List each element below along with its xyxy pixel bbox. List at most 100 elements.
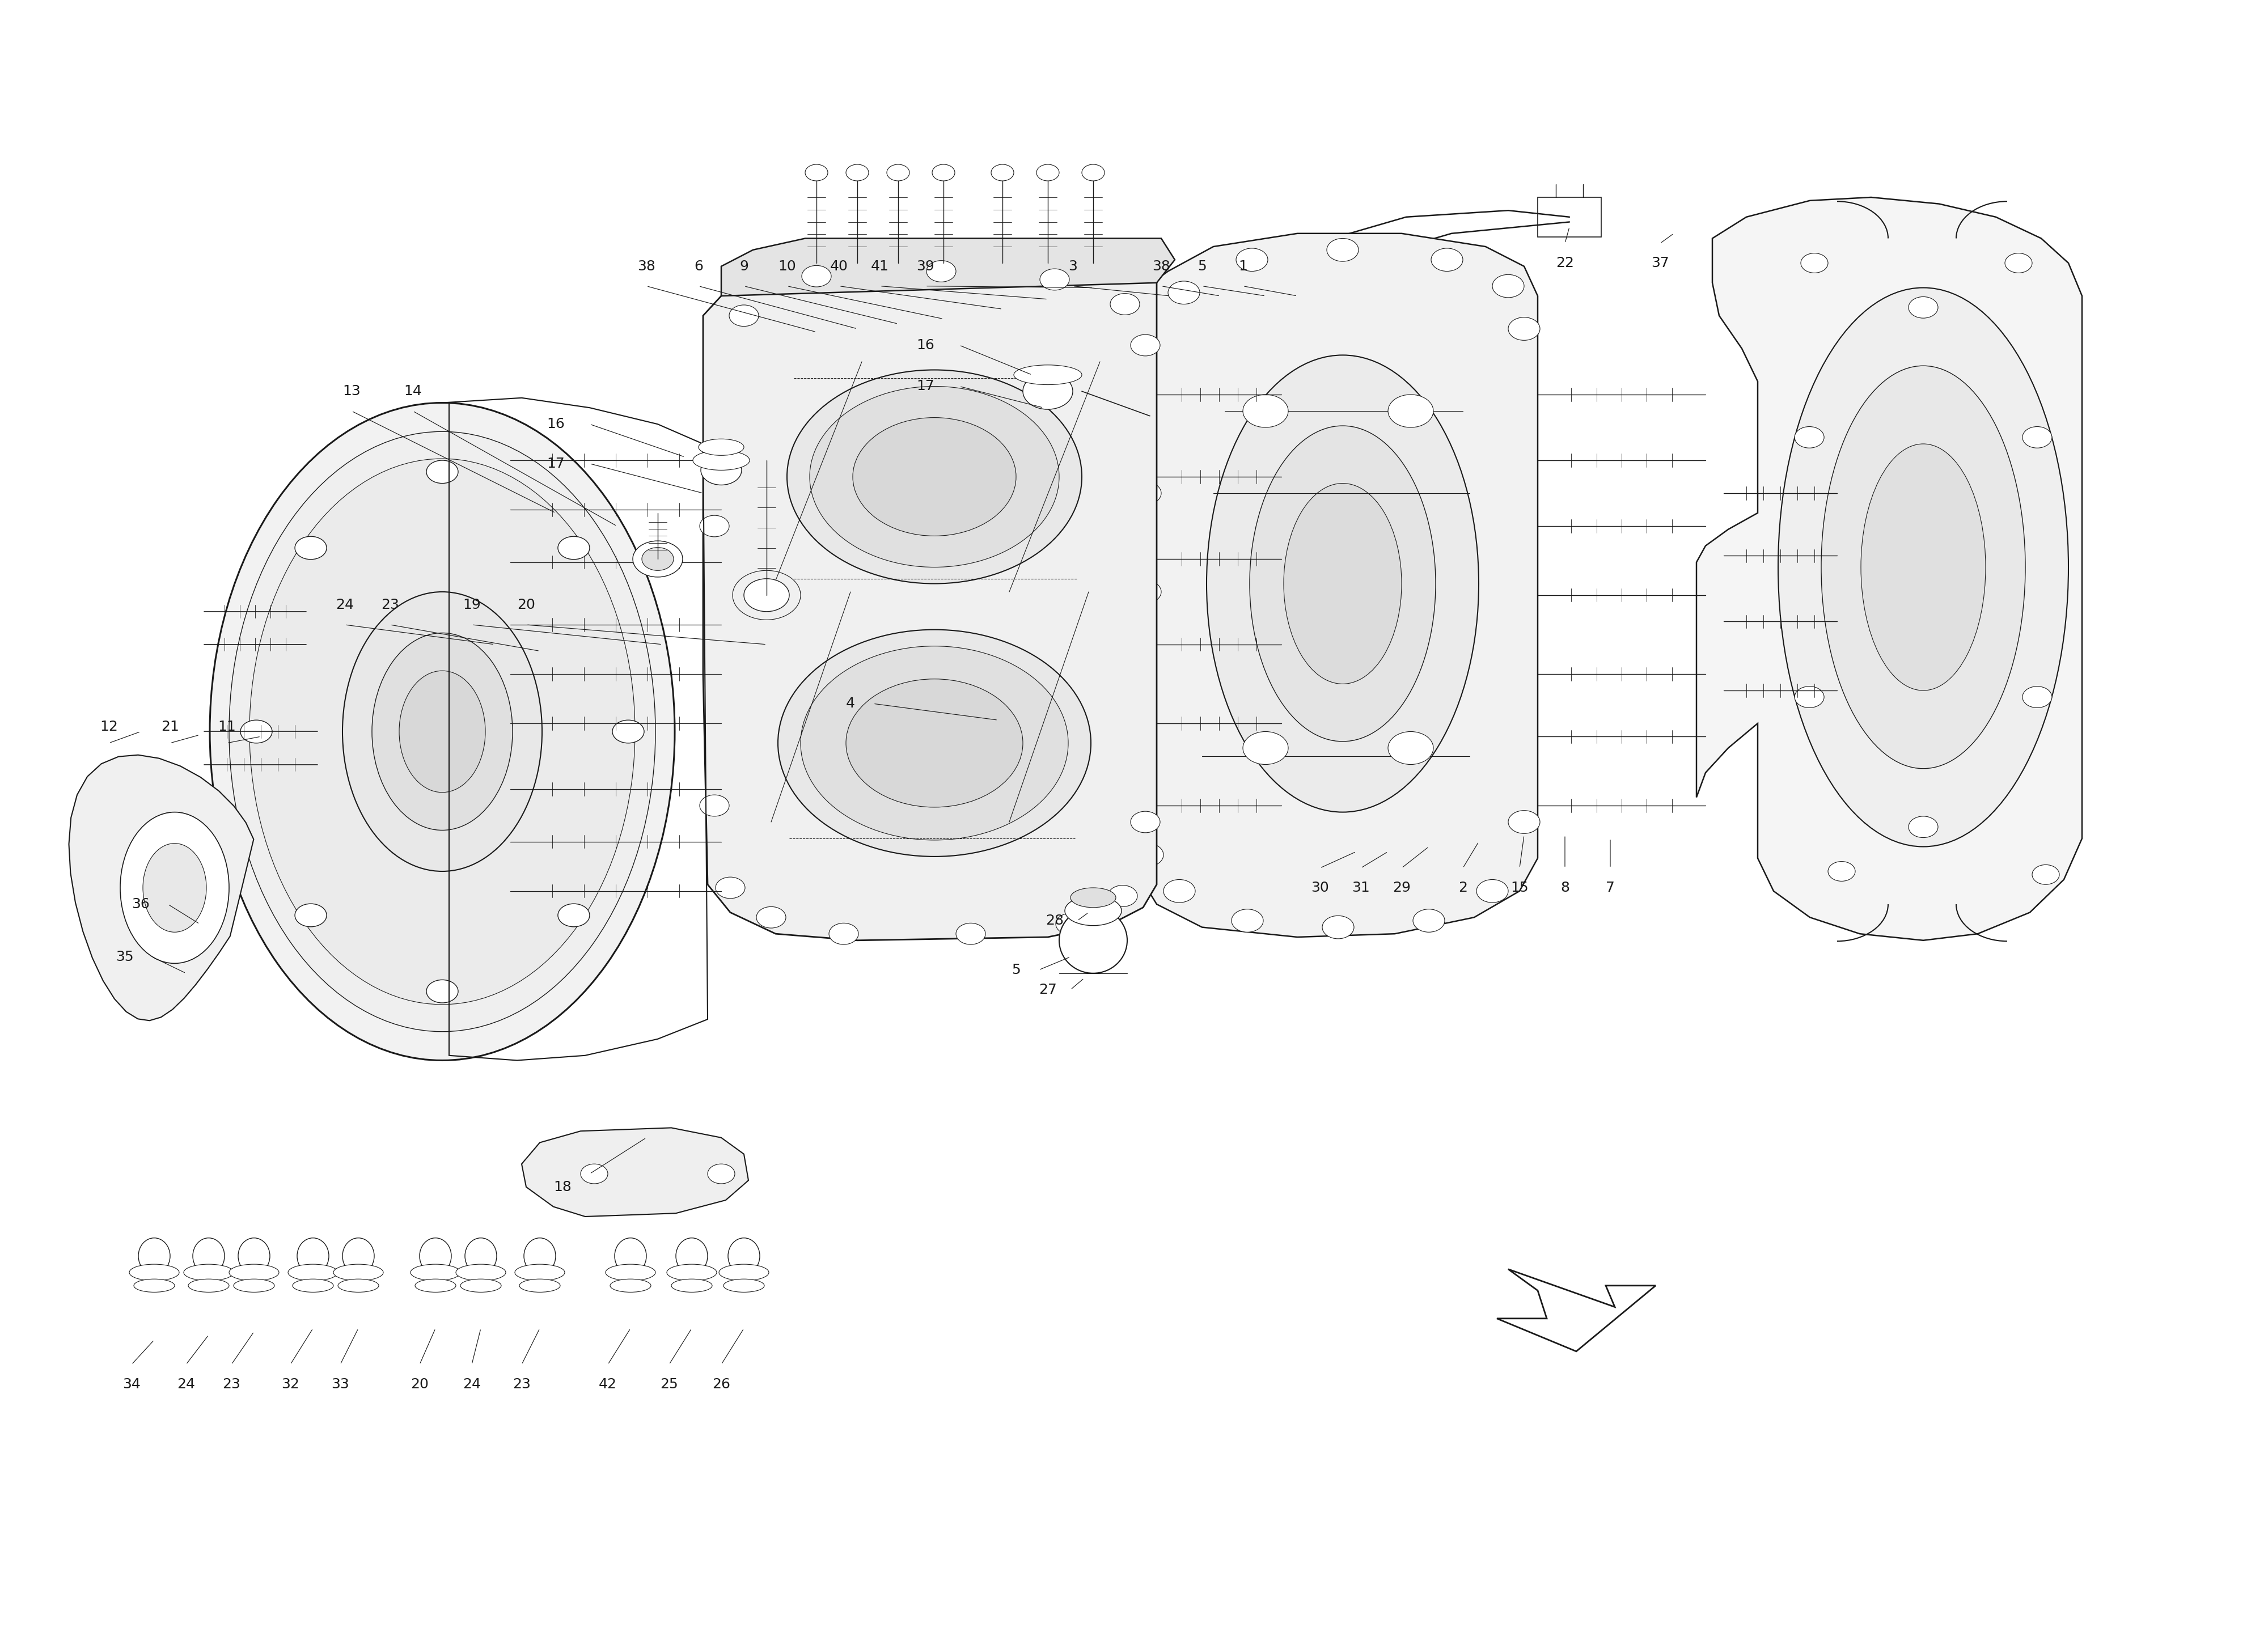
Ellipse shape: [1014, 365, 1082, 385]
Ellipse shape: [456, 1264, 506, 1281]
Ellipse shape: [1129, 482, 1161, 505]
Ellipse shape: [342, 1238, 374, 1274]
Text: 24: 24: [463, 1378, 481, 1391]
Ellipse shape: [787, 370, 1082, 584]
Ellipse shape: [846, 164, 869, 181]
Ellipse shape: [1910, 296, 1937, 317]
Text: 42: 42: [599, 1378, 617, 1391]
Ellipse shape: [465, 1238, 497, 1274]
Ellipse shape: [1168, 281, 1200, 304]
Ellipse shape: [1860, 444, 1987, 690]
Text: 5: 5: [1012, 963, 1021, 977]
Text: 34: 34: [122, 1378, 141, 1391]
Ellipse shape: [1284, 483, 1402, 684]
Ellipse shape: [1163, 880, 1195, 903]
Text: 10: 10: [778, 260, 796, 273]
Ellipse shape: [120, 812, 229, 963]
Ellipse shape: [1794, 427, 1823, 449]
Ellipse shape: [188, 1279, 229, 1292]
Polygon shape: [721, 238, 1175, 296]
Text: 40: 40: [830, 260, 848, 273]
Text: 23: 23: [222, 1378, 240, 1391]
Ellipse shape: [1801, 253, 1828, 273]
Ellipse shape: [708, 1164, 735, 1184]
Ellipse shape: [288, 1264, 338, 1281]
Ellipse shape: [297, 1238, 329, 1274]
Ellipse shape: [1821, 367, 2025, 769]
Ellipse shape: [193, 1238, 225, 1274]
Text: 6: 6: [694, 260, 703, 273]
Ellipse shape: [1431, 248, 1463, 271]
Ellipse shape: [1476, 880, 1508, 903]
Ellipse shape: [1492, 275, 1524, 298]
Text: 20: 20: [411, 1378, 429, 1391]
Ellipse shape: [1059, 907, 1127, 973]
Polygon shape: [703, 263, 1157, 940]
Ellipse shape: [240, 720, 272, 743]
Ellipse shape: [1322, 916, 1354, 939]
Ellipse shape: [399, 671, 485, 792]
Text: 20: 20: [517, 598, 535, 612]
Ellipse shape: [558, 536, 590, 559]
Text: 16: 16: [916, 339, 934, 352]
Ellipse shape: [581, 1164, 608, 1184]
Ellipse shape: [342, 592, 542, 871]
Ellipse shape: [610, 1279, 651, 1292]
Ellipse shape: [957, 924, 984, 944]
Ellipse shape: [717, 878, 744, 898]
Ellipse shape: [932, 164, 955, 181]
Text: 15: 15: [1510, 881, 1529, 894]
Text: 36: 36: [132, 898, 150, 911]
Text: 8: 8: [1560, 881, 1569, 894]
Ellipse shape: [642, 547, 674, 570]
Ellipse shape: [830, 924, 857, 944]
Ellipse shape: [558, 904, 590, 927]
Text: 31: 31: [1352, 881, 1370, 894]
Ellipse shape: [1413, 909, 1445, 932]
Ellipse shape: [519, 1279, 560, 1292]
Ellipse shape: [1327, 238, 1359, 261]
Text: 21: 21: [161, 720, 179, 733]
Ellipse shape: [460, 1279, 501, 1292]
Text: 4: 4: [846, 697, 855, 710]
Ellipse shape: [810, 386, 1059, 567]
Ellipse shape: [134, 1279, 175, 1292]
Text: 33: 33: [331, 1378, 349, 1391]
Ellipse shape: [758, 907, 787, 927]
Text: 35: 35: [116, 950, 134, 963]
Ellipse shape: [730, 306, 758, 326]
Text: 19: 19: [463, 598, 481, 612]
Text: 30: 30: [1311, 881, 1329, 894]
Ellipse shape: [249, 459, 635, 1004]
Text: 11: 11: [218, 720, 236, 733]
Ellipse shape: [2032, 865, 2059, 884]
Ellipse shape: [615, 1238, 646, 1274]
Ellipse shape: [699, 516, 730, 536]
Text: 25: 25: [660, 1378, 678, 1391]
Ellipse shape: [143, 843, 206, 932]
Ellipse shape: [1057, 914, 1086, 934]
Ellipse shape: [515, 1264, 565, 1281]
Ellipse shape: [694, 450, 748, 470]
Polygon shape: [1497, 1269, 1656, 1351]
Text: 2: 2: [1458, 881, 1467, 894]
Text: 16: 16: [547, 418, 565, 431]
Text: 41: 41: [871, 260, 889, 273]
Ellipse shape: [1508, 810, 1540, 834]
Ellipse shape: [415, 1279, 456, 1292]
Ellipse shape: [803, 266, 830, 288]
Ellipse shape: [805, 164, 828, 181]
Ellipse shape: [338, 1279, 379, 1292]
Text: 5: 5: [1198, 260, 1207, 273]
Ellipse shape: [295, 904, 327, 927]
Text: 39: 39: [916, 260, 934, 273]
Polygon shape: [522, 1128, 748, 1217]
Ellipse shape: [2005, 253, 2032, 273]
Ellipse shape: [1388, 732, 1433, 764]
Polygon shape: [1538, 197, 1601, 237]
Polygon shape: [1139, 233, 1538, 937]
Ellipse shape: [744, 579, 789, 612]
Text: 38: 38: [1152, 260, 1170, 273]
Ellipse shape: [1039, 270, 1070, 291]
Ellipse shape: [234, 1279, 274, 1292]
